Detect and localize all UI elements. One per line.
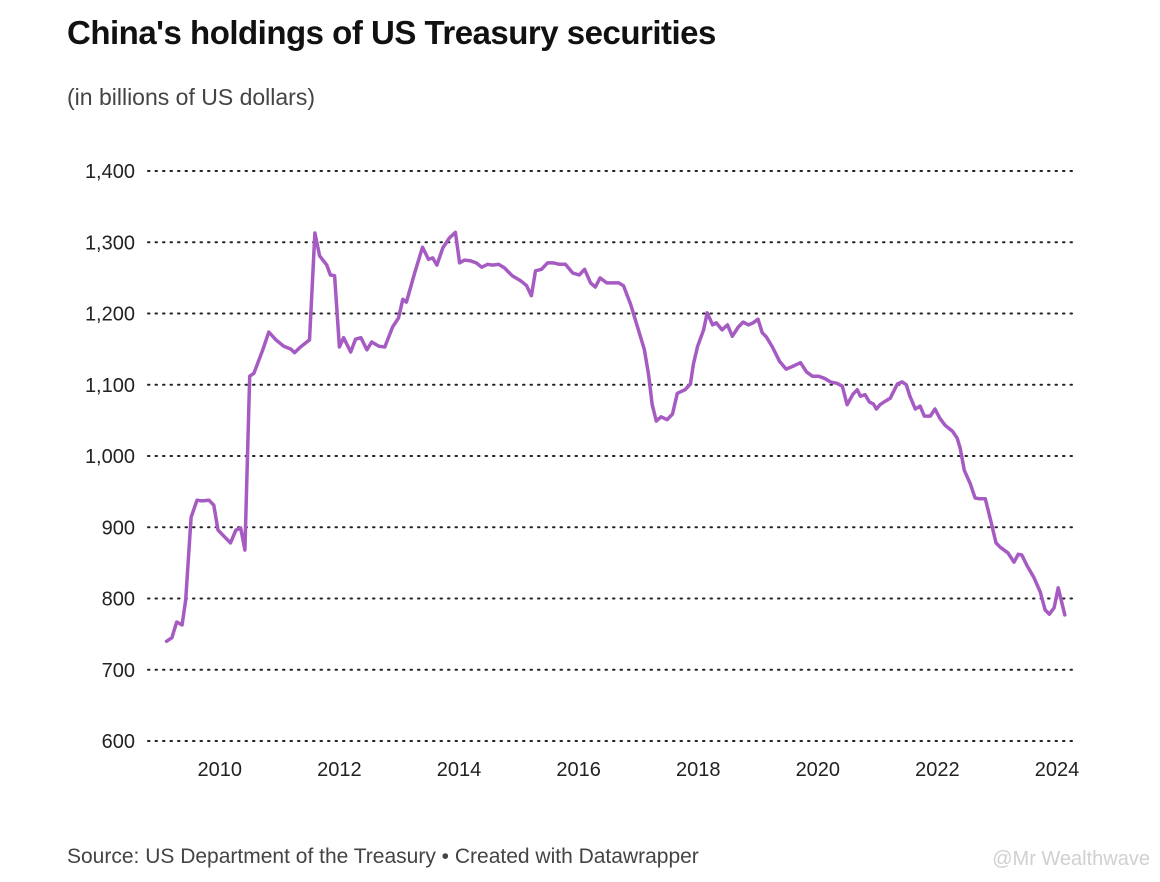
x-tick-label: 2018 bbox=[676, 759, 721, 781]
y-tick-label: 1,200 bbox=[85, 304, 135, 326]
x-axis-ticks: 2010 2012 2014 2016 2018 2020 2022 2024 bbox=[198, 759, 1080, 781]
x-tick-label: 2024 bbox=[1035, 759, 1080, 781]
y-tick-label: 800 bbox=[102, 589, 135, 611]
series-line bbox=[164, 230, 1067, 644]
y-tick-label: 1,400 bbox=[85, 161, 135, 183]
y-tick-label: 700 bbox=[102, 660, 135, 682]
y-tick-label: 1,000 bbox=[85, 446, 135, 468]
series-group bbox=[164, 230, 1067, 644]
gridlines bbox=[147, 170, 1073, 742]
x-tick-label: 2022 bbox=[915, 759, 960, 781]
source-note: Source: US Department of the Treasury • … bbox=[67, 845, 699, 868]
y-tick-label: 900 bbox=[102, 517, 135, 539]
y-tick-label: 1,300 bbox=[85, 232, 135, 254]
y-tick-label: 1,100 bbox=[85, 375, 135, 397]
y-axis-ticks: 600 700 800 900 1,000 1,100 1,200 1,300 1,400 bbox=[85, 161, 135, 753]
chart-title: China's holdings of US Treasury securiti… bbox=[67, 14, 716, 51]
x-tick-label: 2016 bbox=[556, 759, 601, 781]
y-tick-label: 600 bbox=[102, 731, 135, 753]
x-tick-label: 2020 bbox=[796, 759, 841, 781]
chart-subtitle: (in billions of US dollars) bbox=[67, 84, 315, 110]
watermark: @Mr Wealthwave bbox=[992, 848, 1150, 870]
x-tick-label: 2010 bbox=[198, 759, 243, 781]
x-tick-label: 2012 bbox=[317, 759, 362, 781]
x-tick-label: 2014 bbox=[437, 759, 482, 781]
